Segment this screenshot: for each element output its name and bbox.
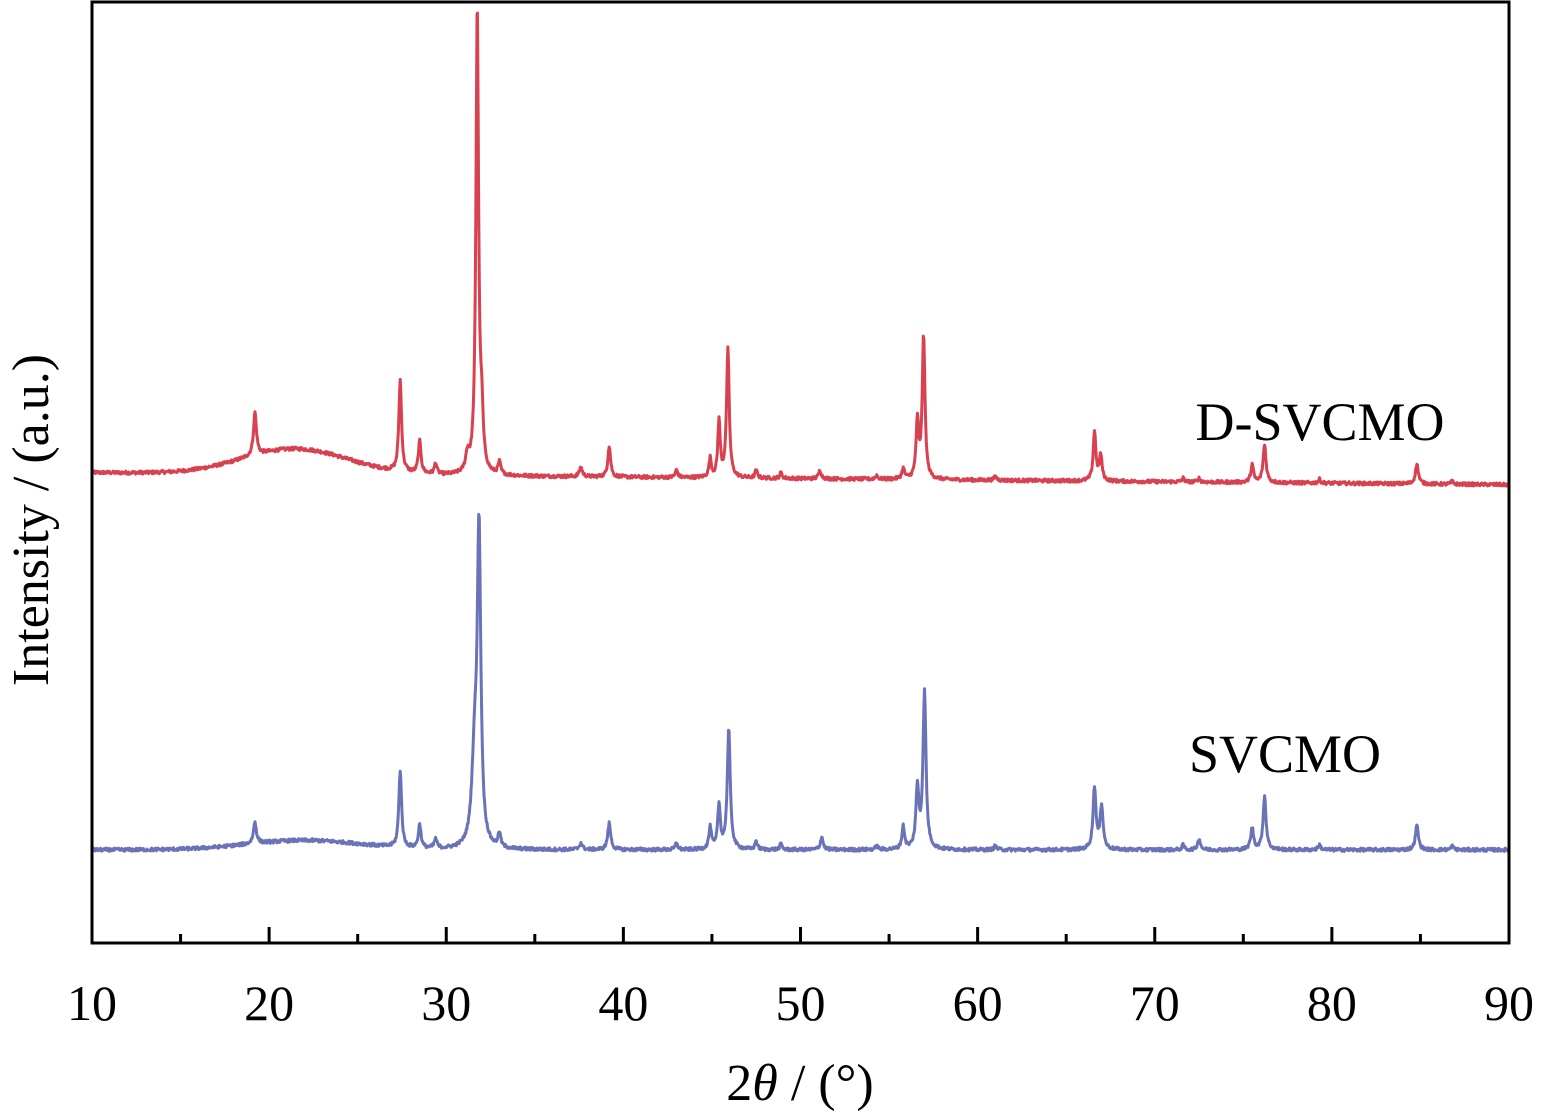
x-tick-label: 70 bbox=[1130, 975, 1180, 1031]
x-axis-title-theta: θ bbox=[752, 1055, 778, 1112]
plot-frame bbox=[90, 0, 1511, 945]
x-axis: 10 20 30 40 50 60 70 80 90 bbox=[67, 927, 1534, 1031]
series-label-svcmo: SVCMO bbox=[1189, 724, 1381, 784]
x-tick-label: 30 bbox=[421, 975, 471, 1031]
series-labels: D-SVCMO SVCMO bbox=[1189, 392, 1445, 784]
x-tick-label: 60 bbox=[953, 975, 1003, 1031]
x-tick-label: 40 bbox=[598, 975, 648, 1031]
y-axis-title: Intensity / (a.u.) bbox=[3, 354, 60, 686]
x-tick-label: 10 bbox=[67, 975, 117, 1031]
series-line-svcmo bbox=[91, 512, 1511, 853]
series-line-d-svcmo bbox=[90, 11, 1510, 488]
x-axis-title-prefix: 2 bbox=[726, 1055, 752, 1112]
x-tick-label: 50 bbox=[776, 975, 826, 1031]
series-label-d-svcmo: D-SVCMO bbox=[1195, 392, 1444, 452]
x-axis-title: 2θ / (°) bbox=[726, 1055, 873, 1112]
x-tick-label: 80 bbox=[1307, 975, 1357, 1031]
plot-area bbox=[90, 11, 1511, 853]
x-tick-label: 20 bbox=[244, 975, 294, 1031]
x-axis-title-unit: / (°) bbox=[778, 1055, 874, 1112]
x-tick-label: 90 bbox=[1484, 975, 1534, 1031]
